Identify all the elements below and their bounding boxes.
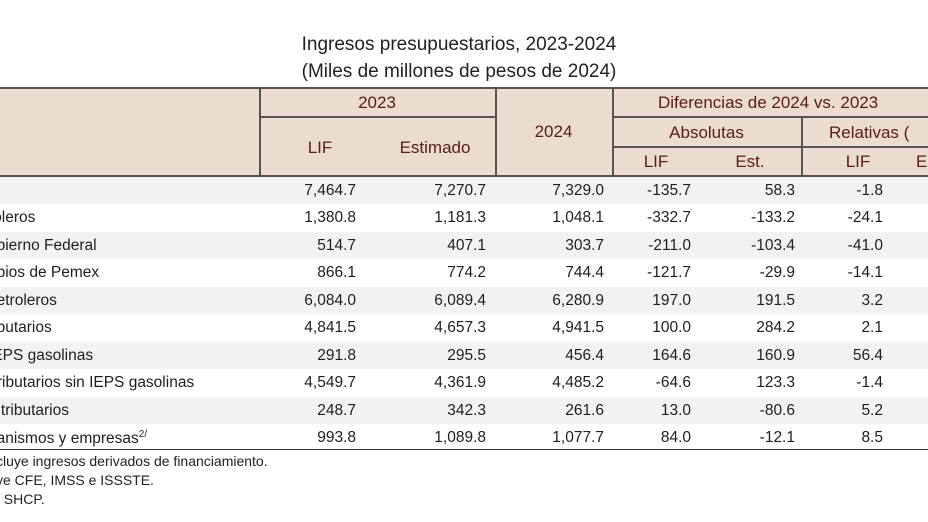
cell-abs-lif: -121.7 — [647, 264, 691, 281]
cell-lif-2023: 6,084.0 — [304, 292, 356, 309]
cell-abs-est: -80.6 — [759, 402, 795, 419]
table-subtitle: (Miles de millones de pesos de 2024) — [301, 61, 617, 82]
table-row: petroleros 6,084.0 6,089.4 6,280.9 197.0… — [0, 287, 928, 314]
row-label: opios de Pemex — [0, 264, 100, 281]
header-abs-lif: LIF — [643, 152, 669, 171]
cell-estimado-2023: 6,089.4 — [434, 292, 486, 309]
cell-2024: 4,485.2 — [552, 374, 604, 391]
cell-estimado-2023: 774.2 — [447, 264, 486, 281]
row-label: ganismos y empresas — [0, 430, 139, 448]
table-row: obierno Federal 514.7 407.1 303.7 -211.0… — [0, 232, 928, 259]
cell-abs-est: -103.4 — [751, 237, 795, 254]
cell-abs-lif: -211.0 — [648, 237, 691, 254]
cell-2024: 744.4 — [565, 264, 604, 281]
table-row: opios de Pemex 866.1 774.2 744.4 -121.7 … — [0, 259, 928, 286]
cell-rel-lif: -14.1 — [847, 264, 883, 281]
cell-rel-lif: 2.1 — [861, 319, 883, 336]
header-rel-est: E — [916, 152, 928, 171]
cell-2024: 6,280.9 — [552, 292, 604, 309]
cell-abs-est: 284.2 — [756, 319, 795, 336]
cell-lif-2023: 1,380.8 — [304, 209, 356, 226]
cell-abs-lif: 164.6 — [652, 347, 691, 364]
header-rel-lif: LIF — [845, 152, 871, 171]
header-relativas: Relativas ( — [829, 123, 910, 142]
cell-2024: 303.7 — [565, 237, 604, 254]
row-label: petroleros — [0, 292, 57, 309]
header-2024: 2024 — [534, 122, 573, 141]
cell-2024: 4,941.5 — [552, 319, 604, 336]
table-row: roleros 1,380.8 1,181.3 1,048.1 -332.7 -… — [0, 204, 928, 231]
header-lif: LIF — [307, 138, 333, 157]
cell-lif-2023: 866.1 — [317, 264, 356, 281]
header-2023: 2023 — [358, 93, 396, 112]
cell-rel-lif: 56.4 — [852, 347, 883, 364]
header-abs-est: Est. — [735, 152, 765, 171]
row-label: ributarios — [0, 319, 52, 336]
cell-lif-2023: 291.8 — [317, 347, 356, 364]
cell-2024: 261.6 — [565, 402, 604, 419]
row-label: o tributarios — [0, 402, 69, 419]
cell-estimado-2023: 1,089.8 — [434, 429, 486, 446]
table-row: 7,464.7 7,270.7 7,329.0 -135.7 58.3 -1.8 — [0, 177, 928, 204]
cell-rel-lif: 3.2 — [861, 292, 883, 309]
cell-abs-est: -133.2 — [751, 209, 795, 226]
cell-abs-lif: -332.7 — [647, 209, 691, 226]
header-absolutas: Absolutas — [669, 123, 744, 142]
cell-abs-lif: -135.7 — [647, 182, 691, 199]
cell-lif-2023: 7,464.7 — [304, 182, 356, 199]
cell-abs-lif: 197.0 — [652, 292, 691, 309]
table-header — [0, 87, 928, 176]
table-row: ributarios 4,841.5 4,657.3 4,941.5 100.0… — [0, 314, 928, 341]
cell-lif-2023: 248.7 — [317, 402, 356, 419]
cell-estimado-2023: 1,181.3 — [434, 209, 486, 226]
row-label: IEPS gasolinas — [0, 347, 94, 364]
footnote-marker: 2/ — [138, 429, 148, 440]
cell-abs-est: 160.9 — [756, 347, 795, 364]
row-label-group: ganismos y empresas2/ — [0, 429, 147, 448]
cell-2024: 1,077.7 — [552, 429, 604, 446]
table-row: ganismos y empresas2/ 993.8 1,089.8 1,07… — [0, 424, 928, 451]
cell-abs-est: -29.9 — [759, 264, 795, 281]
cell-estimado-2023: 4,361.9 — [434, 374, 486, 391]
cell-abs-est: 191.5 — [756, 292, 795, 309]
table-row: IEPS gasolinas 291.8 295.5 456.4 164.6 1… — [0, 342, 928, 369]
cell-2024: 1,048.1 — [552, 209, 604, 226]
cell-estimado-2023: 4,657.3 — [434, 319, 486, 336]
cell-rel-lif: -1.8 — [856, 182, 883, 199]
cell-estimado-2023: 342.3 — [447, 402, 486, 419]
cell-rel-lif: -24.1 — [847, 209, 883, 226]
cell-abs-lif: 84.0 — [660, 429, 691, 446]
cell-abs-est: 58.3 — [764, 182, 795, 199]
cell-abs-est: 123.3 — [756, 374, 795, 391]
cell-2024: 7,329.0 — [552, 182, 604, 199]
table-row: o tributarios 248.7 342.3 261.6 13.0 -80… — [0, 397, 928, 424]
cell-estimado-2023: 7,270.7 — [434, 182, 486, 199]
row-label: Tributarios sin IEPS gasolinas — [0, 374, 195, 391]
cell-2024: 456.4 — [565, 347, 604, 364]
cell-abs-lif: 100.0 — [652, 319, 691, 336]
row-label: obierno Federal — [0, 237, 97, 254]
cell-lif-2023: 514.7 — [317, 237, 356, 254]
cell-rel-lif: 5.2 — [861, 402, 883, 419]
cell-estimado-2023: 295.5 — [447, 347, 486, 364]
table-row: Tributarios sin IEPS gasolinas 4,549.7 4… — [0, 369, 928, 396]
cell-abs-lif: -64.6 — [655, 374, 691, 391]
cell-lif-2023: 993.8 — [317, 429, 356, 446]
footnote-2: ye CFE, IMSS e ISSSTE. — [0, 472, 154, 488]
cell-rel-lif: 8.5 — [861, 429, 883, 446]
cell-rel-lif: -41.0 — [847, 237, 883, 254]
cell-rel-lif: -1.4 — [856, 374, 883, 391]
cell-lif-2023: 4,549.7 — [304, 374, 356, 391]
source-note: : SHCP. — [0, 491, 45, 507]
table-title: Ingresos presupuestarios, 2023-2024 — [301, 34, 617, 55]
header-estimado: Estimado — [399, 138, 471, 157]
header-diferencias: Diferencias de 2024 vs. 2023 — [658, 93, 879, 112]
row-label: roleros — [0, 209, 36, 226]
cell-lif-2023: 4,841.5 — [304, 319, 356, 336]
cell-abs-est: -12.1 — [759, 429, 795, 446]
footnote-1: cluye ingresos derivados de financiamien… — [0, 453, 268, 469]
cell-estimado-2023: 407.1 — [447, 237, 486, 254]
cell-abs-lif: 13.0 — [660, 402, 691, 419]
